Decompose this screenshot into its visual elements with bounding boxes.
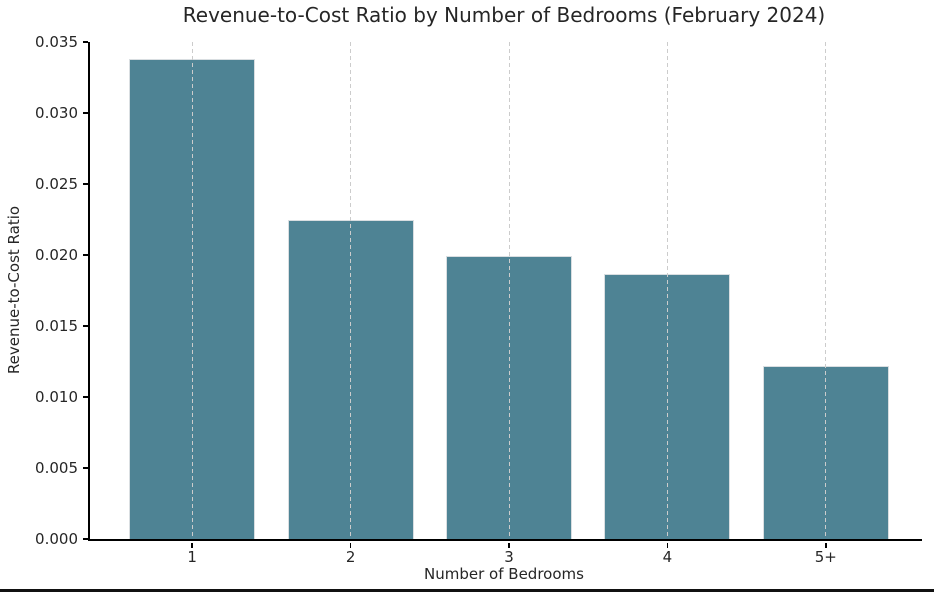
- x-tick-label: 2: [345, 548, 356, 566]
- x-axis-tick: [191, 543, 193, 548]
- y-tick-label: 0.030: [35, 104, 78, 122]
- y-tick-label: 0.005: [35, 459, 78, 477]
- x-axis-label: Number of Bedrooms: [424, 565, 584, 583]
- x-tick-label: 5+: [814, 548, 837, 566]
- y-axis-tick: [83, 41, 88, 43]
- y-axis-tick: [83, 325, 88, 327]
- vertical-gridline: [825, 42, 827, 539]
- y-axis-label: Revenue-to-Cost Ratio: [5, 205, 23, 375]
- vertical-gridline: [508, 42, 510, 539]
- x-tick-label: 1: [187, 548, 197, 566]
- x-axis-tick: [825, 543, 827, 548]
- x-axis-tick: [508, 543, 510, 548]
- y-tick-label: 0.010: [35, 388, 78, 406]
- y-tick-label: 0.020: [35, 246, 78, 264]
- x-tick-label: 3: [504, 548, 514, 566]
- y-tick-label: 0.000: [35, 530, 78, 548]
- y-tick-label: 0.025: [35, 175, 78, 193]
- y-tick-label: 0.035: [35, 33, 78, 51]
- y-axis-tick: [83, 254, 88, 256]
- window-bottom-border: [0, 589, 934, 592]
- y-axis-tick: [83, 538, 88, 540]
- y-axis-tick: [83, 183, 88, 185]
- x-tick-label: 4: [662, 548, 673, 566]
- y-tick-label: 0.015: [35, 317, 78, 335]
- vertical-gridline: [350, 42, 352, 539]
- y-axis-tick: [83, 112, 88, 114]
- x-axis-tick: [666, 543, 669, 548]
- plot-area: 1 2 3 4 5+ 0.000 0.005 0.010 0.015 0.020 0.025 0.03…: [35, 33, 922, 566]
- y-axis-tick: [83, 467, 88, 469]
- y-axis-tick: [83, 396, 88, 398]
- vertical-gridline: [666, 42, 668, 539]
- x-axis-tick: [349, 543, 352, 548]
- vertical-gridline: [191, 42, 193, 539]
- chart-title: Revenue-to-Cost Ratio by Number of Bedro…: [182, 3, 826, 27]
